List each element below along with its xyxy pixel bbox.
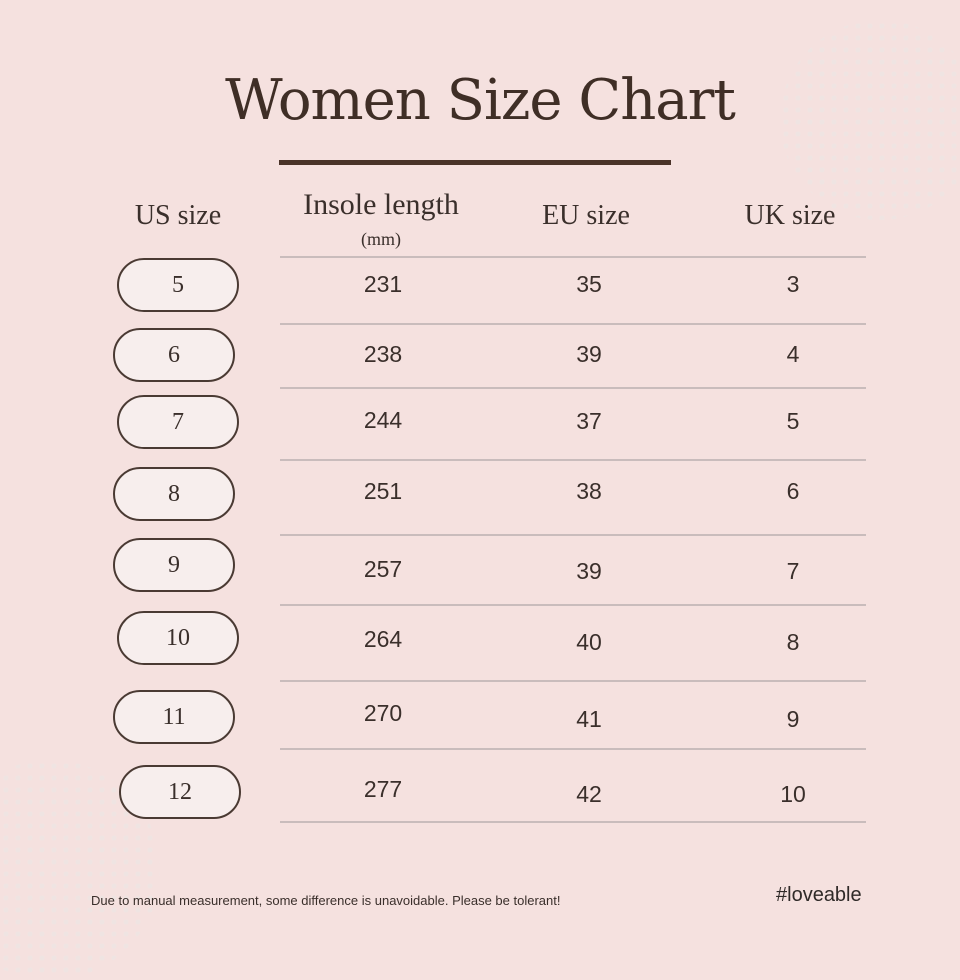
us-size-pill: 7 bbox=[117, 395, 239, 449]
uk-cell: 9 bbox=[786, 706, 800, 732]
us-size-pill: 11 bbox=[113, 690, 235, 744]
header-uk-size: UK size bbox=[744, 200, 836, 231]
eu-cell: 39 bbox=[576, 341, 602, 367]
us-size-pill: 8 bbox=[113, 467, 235, 521]
insole-cell: 257 bbox=[363, 556, 403, 582]
insole-cell: 251 bbox=[363, 478, 403, 504]
footer-note: Due to manual measurement, some differen… bbox=[91, 893, 561, 908]
us-size-pill: 9 bbox=[113, 538, 235, 592]
insole-cell: 244 bbox=[363, 407, 403, 433]
row-divider bbox=[280, 459, 866, 461]
eu-cell: 38 bbox=[576, 478, 602, 504]
row-divider bbox=[280, 821, 866, 823]
eu-cell: 41 bbox=[576, 706, 602, 732]
insole-cell: 270 bbox=[363, 700, 403, 726]
header-insole-unit: (mm) bbox=[361, 229, 401, 249]
title-underline bbox=[279, 160, 671, 165]
header-eu-size: EU size bbox=[542, 200, 630, 231]
insole-cell: 238 bbox=[363, 341, 403, 367]
uk-cell: 10 bbox=[780, 781, 806, 807]
insole-cell: 231 bbox=[363, 271, 403, 297]
row-divider bbox=[280, 604, 866, 606]
uk-cell: 4 bbox=[786, 341, 800, 367]
insole-cell: 264 bbox=[363, 626, 403, 652]
decorative-dots bbox=[780, 20, 960, 220]
us-size-pill: 12 bbox=[119, 765, 241, 819]
row-divider bbox=[280, 323, 866, 325]
row-divider bbox=[280, 387, 866, 389]
insole-cell: 277 bbox=[363, 776, 403, 802]
eu-cell: 37 bbox=[576, 408, 602, 434]
us-size-pill: 10 bbox=[117, 611, 239, 665]
row-divider bbox=[280, 534, 866, 536]
uk-cell: 6 bbox=[786, 478, 800, 504]
eu-cell: 42 bbox=[576, 781, 602, 807]
row-divider bbox=[280, 680, 866, 682]
eu-cell: 40 bbox=[576, 629, 602, 655]
eu-cell: 39 bbox=[576, 558, 602, 584]
brand-hashtag: #loveable bbox=[776, 884, 862, 906]
header-us-size: US size bbox=[134, 200, 222, 231]
row-divider bbox=[280, 256, 866, 258]
header-insole-length: Insole length bbox=[303, 188, 459, 221]
uk-cell: 7 bbox=[786, 558, 800, 584]
page-title: Women Size Chart bbox=[225, 68, 736, 133]
uk-cell: 5 bbox=[786, 408, 800, 434]
uk-cell: 3 bbox=[786, 271, 800, 297]
us-size-pill: 6 bbox=[113, 328, 235, 382]
uk-cell: 8 bbox=[786, 629, 800, 655]
row-divider bbox=[280, 748, 866, 750]
eu-cell: 35 bbox=[576, 271, 602, 297]
us-size-pill: 5 bbox=[117, 258, 239, 312]
